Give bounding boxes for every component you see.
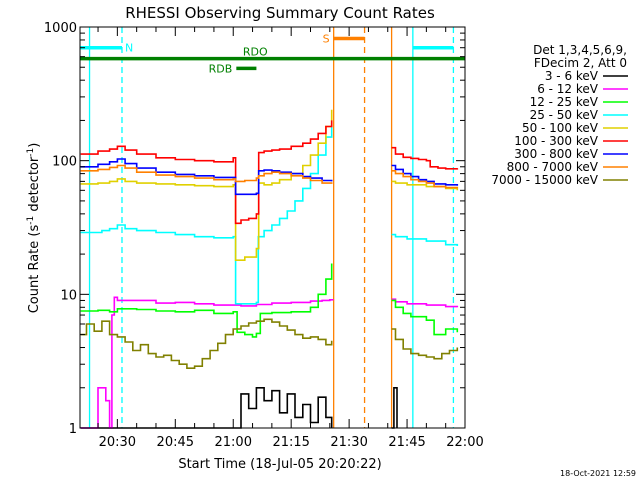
legend-header-line-2: FDecim 2, Att 0 — [534, 56, 627, 70]
x-tick-label: 21:15 — [272, 435, 309, 450]
x-tick-label: 20:45 — [157, 435, 194, 450]
legend-label-0: 3 - 6 keV — [545, 69, 599, 83]
flag-label-rdo: RDO — [243, 46, 268, 59]
series-line-8 — [80, 318, 333, 369]
series-line-4 — [80, 109, 333, 261]
legend-label-2: 12 - 25 keV — [530, 95, 599, 109]
plot-frame — [79, 26, 466, 429]
render-timestamp: 18-Oct-2021 12:59 — [560, 469, 636, 478]
x-tick-label: 20:30 — [99, 435, 136, 450]
flag-label-s: S — [323, 33, 330, 46]
chart-title: RHESSI Observing Summary Count Rates — [125, 4, 435, 22]
series-line-7 — [391, 170, 459, 189]
y-axis-label-mid: detector — [27, 156, 42, 216]
y-axis-label-main: Count Rate (s — [27, 225, 42, 314]
series-line-4 — [391, 180, 459, 191]
x-tick-label: 22:00 — [446, 435, 483, 450]
y-axis-label-sup1: -1 — [26, 216, 36, 225]
axes: 1 10 100 1000 20:30 20:45 21:00 21:15 21:30 21:45… — [44, 21, 484, 450]
y-tick-label: 10 — [60, 288, 77, 303]
series-line-0 — [391, 387, 398, 429]
series-line-5 — [391, 146, 459, 170]
flag-label-rdb: RDB — [209, 62, 233, 75]
x-axis-label: Start Time (18-Jul-05 20:20:22) — [178, 457, 381, 472]
series-line-5 — [80, 120, 333, 225]
x-tick-label: 21:45 — [388, 435, 425, 450]
series-line-3 — [391, 233, 459, 246]
legend-label-8: 7000 - 15000 keV — [491, 173, 598, 187]
legend-label-6: 300 - 800 keV — [514, 147, 598, 161]
series-line-1 — [80, 296, 334, 429]
y-tick-label: 100 — [52, 155, 77, 170]
y-tick-label: 1 — [69, 422, 77, 437]
series-line-8 — [391, 328, 459, 360]
series-line-1 — [391, 298, 459, 308]
x-tick-label: 21:30 — [330, 435, 367, 450]
series-line-7 — [80, 164, 333, 184]
y-axis-label: Count Rate (s-1 detector-1) — [26, 143, 42, 314]
y-axis-label-end: ) — [27, 143, 42, 148]
legend-label-5: 100 - 300 keV — [514, 134, 598, 148]
legend-label-1: 6 - 12 keV — [537, 82, 599, 96]
plot-area: N S RDO RDB — [80, 27, 465, 429]
series-line-2 — [391, 299, 459, 336]
legend-label-7: 800 - 7000 keV — [507, 160, 599, 174]
series-line-2 — [80, 263, 333, 338]
flag-label-n: N — [125, 42, 133, 55]
series-line-0 — [80, 387, 333, 429]
y-axis-label-sup2: -1 — [26, 148, 36, 157]
legend-header-line-1: Det 1,3,4,5,6,9, — [533, 43, 627, 57]
x-tick-label: 21:00 — [215, 435, 252, 450]
legend-label-4: 50 - 100 keV — [522, 121, 599, 135]
series-line-6 — [80, 158, 333, 196]
legend-label-3: 25 - 50 keV — [530, 108, 599, 122]
series-line-3 — [80, 123, 333, 305]
legend: Det 1,3,4,5,6,9, FDecim 2, Att 0 3 - 6 k… — [491, 43, 628, 187]
y-tick-label: 1000 — [44, 21, 77, 36]
